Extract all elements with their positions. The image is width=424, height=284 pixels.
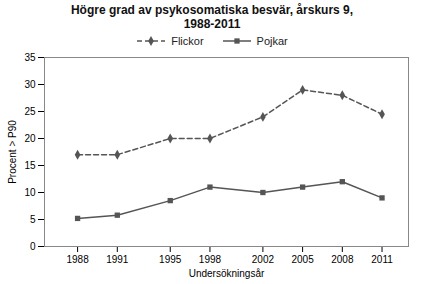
svg-text:30: 30	[24, 79, 36, 90]
svg-text:2011: 2011	[371, 254, 393, 265]
svg-text:2005: 2005	[291, 254, 314, 265]
svg-text:1995: 1995	[159, 254, 182, 265]
svg-text:35: 35	[24, 52, 36, 63]
svg-text:20: 20	[24, 133, 36, 144]
html-text:Flickor: Flickor	[171, 35, 204, 47]
html-text:Högre grad av psykosomatiska b: Högre grad av psykosomatiska besvär, års…	[70, 3, 354, 31]
svg-text:10: 10	[24, 187, 36, 198]
svg-text:25: 25	[24, 106, 36, 117]
svg-text:1988: 1988	[66, 254, 89, 265]
html-text:Pojkar: Pojkar	[256, 35, 288, 47]
svg-text:Undersökningsår: Undersökningsår	[189, 268, 265, 279]
svg-text:Procent > P90: Procent > P90	[7, 120, 18, 184]
svg-text:1991: 1991	[106, 254, 129, 265]
svg-text:1998: 1998	[199, 254, 222, 265]
svg-text:15: 15	[24, 160, 36, 171]
svg-text:2008: 2008	[331, 254, 354, 265]
svg-text:2002: 2002	[252, 254, 275, 265]
svg-text:0: 0	[30, 241, 36, 252]
svg-text:5: 5	[30, 214, 36, 225]
